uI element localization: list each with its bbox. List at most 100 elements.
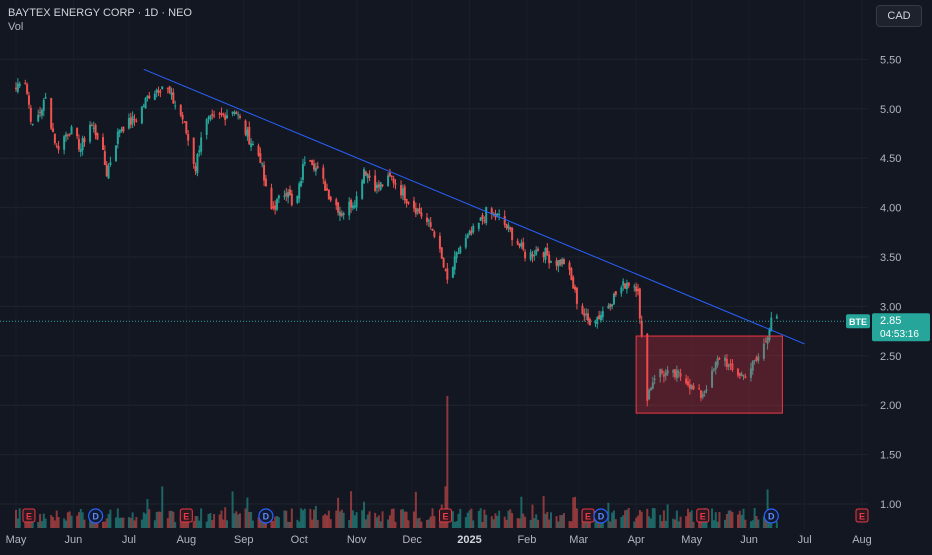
dividend-marker: D (763, 508, 779, 524)
candle-body (537, 248, 540, 251)
volume-bar (122, 517, 125, 528)
volume-bar (377, 515, 380, 528)
candle-body (127, 118, 130, 129)
candle-body (107, 166, 110, 179)
candle-body (129, 117, 132, 126)
volume-bar (174, 521, 177, 528)
volume-bar (76, 515, 79, 528)
candle-body (211, 113, 214, 116)
volume-bar (70, 515, 73, 528)
candle-body (64, 134, 67, 137)
candle-body (472, 225, 475, 233)
candle-body (394, 183, 397, 185)
symbol-tag-bg (846, 314, 870, 329)
candle-body (716, 358, 719, 366)
volume-bar (244, 508, 247, 528)
volume-bar (364, 519, 367, 528)
chart-legend: BAYTEX ENERGY CORP · 1D · NEO Vol (8, 6, 192, 34)
volume-bar (494, 513, 497, 528)
candle-body (675, 370, 678, 379)
candle-body (764, 341, 767, 343)
volume-bar (363, 501, 366, 528)
candle-body (614, 291, 617, 295)
volume-bar (755, 516, 758, 528)
candle-body (685, 378, 688, 384)
dividend-marker-label: D (768, 512, 775, 522)
volume-bar (192, 521, 195, 528)
volume-bar (470, 508, 473, 528)
volume-bar (350, 491, 353, 528)
candle-body (509, 227, 512, 230)
candle-body (653, 378, 656, 380)
earnings-marker: E (179, 508, 193, 523)
candle-body (351, 205, 354, 209)
earnings-marker-label: E (585, 512, 591, 522)
candle-body (283, 195, 286, 197)
candle-body (166, 87, 169, 89)
volume-bar (194, 515, 197, 528)
candle-body (257, 145, 260, 156)
candle-body (26, 84, 29, 94)
y-tick-label: 4.50 (880, 153, 901, 165)
candles (15, 78, 778, 407)
candle-body (83, 138, 86, 143)
dividend-marker-circle (258, 508, 274, 524)
candle-body (246, 129, 249, 137)
candle-body (755, 357, 758, 361)
volume-bar (374, 512, 377, 528)
volume-bar (438, 520, 441, 528)
price-tag-countdown: 04:53:16 (880, 329, 919, 340)
candle-body (581, 305, 584, 315)
candle-body (648, 389, 651, 400)
volume-bar (507, 510, 510, 528)
volume-bar (674, 519, 677, 528)
candle-body (153, 93, 156, 100)
volume-bar (248, 512, 251, 528)
candle-body (131, 116, 134, 124)
volume-bar (37, 521, 40, 528)
earnings-marker-label: E (442, 512, 448, 522)
candle-body (311, 160, 314, 166)
candle-body (413, 200, 416, 209)
earnings-marker: E (581, 508, 595, 523)
candle-body (233, 112, 236, 114)
earnings-marker-box (855, 508, 869, 523)
candle-body (542, 252, 545, 258)
candle-body (453, 256, 456, 270)
dividend-marker-label: D (92, 512, 99, 522)
candle-body (598, 315, 601, 320)
volume-bar (401, 509, 404, 528)
x-tick-label: Jun (740, 534, 758, 546)
candle-body (549, 261, 552, 263)
candle-body (459, 247, 462, 254)
candle-body (29, 107, 32, 122)
candle-body (194, 166, 197, 172)
candle-body (183, 121, 186, 123)
candle-body (350, 199, 353, 208)
volume-bar (546, 511, 549, 528)
y-tick-label: 2.50 (880, 351, 901, 363)
volume-bar (612, 510, 615, 528)
volume-bar (529, 519, 532, 528)
candle-body (42, 99, 45, 111)
candle-body (699, 390, 702, 398)
candle-body (220, 112, 223, 115)
volume-bar (688, 512, 691, 528)
candle-body (96, 133, 99, 140)
volume-bar (387, 519, 390, 528)
volume-bar (485, 514, 488, 528)
candle-body (470, 230, 473, 234)
volume-label[interactable]: Vol (8, 21, 24, 33)
volume-bar (609, 521, 612, 528)
candle-body (585, 313, 588, 315)
volume-bar (342, 512, 345, 528)
volume-bar (142, 512, 145, 528)
volume-bar (405, 511, 408, 528)
volume-bar (368, 511, 371, 528)
volume-bar (562, 513, 565, 528)
currency-button[interactable]: CAD (876, 5, 922, 27)
symbol-title[interactable]: BAYTEX ENERGY CORP · 1D · NEO (8, 7, 192, 19)
candle-body (76, 127, 79, 137)
